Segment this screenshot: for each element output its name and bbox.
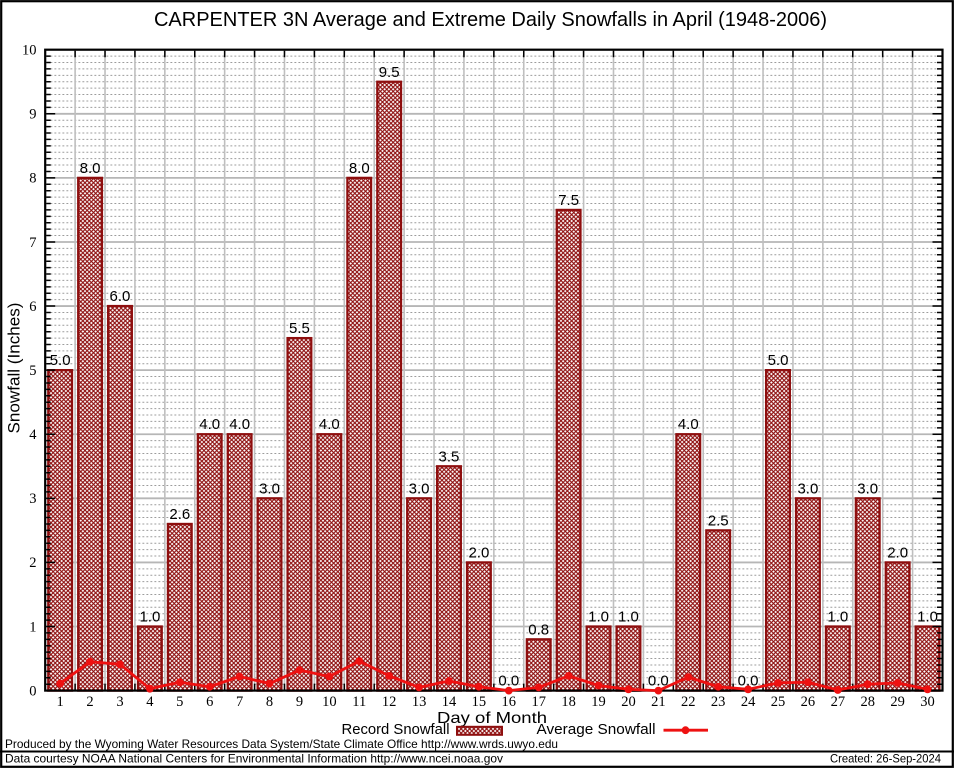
svg-text:2.0: 2.0 [468,544,489,561]
svg-text:9: 9 [296,694,303,710]
svg-text:0.0: 0.0 [498,673,519,690]
svg-text:15: 15 [472,694,487,710]
svg-text:25: 25 [771,694,786,710]
svg-text:3.0: 3.0 [259,480,280,497]
svg-text:2: 2 [29,555,36,571]
svg-text:4.0: 4.0 [199,416,220,433]
svg-text:0.8: 0.8 [528,621,549,638]
svg-text:6.0: 6.0 [110,288,131,305]
svg-text:1: 1 [29,619,36,635]
svg-text:8: 8 [266,694,273,710]
svg-text:1.0: 1.0 [618,609,639,626]
svg-text:4.0: 4.0 [678,416,699,433]
svg-text:1.0: 1.0 [588,609,609,626]
svg-text:5: 5 [176,694,183,710]
svg-text:Data courtesy NOAA National Ce: Data courtesy NOAA National Centers for … [5,752,503,766]
svg-text:4: 4 [146,694,154,710]
svg-text:19: 19 [591,694,606,710]
svg-text:6: 6 [29,299,36,315]
svg-text:9: 9 [29,107,36,123]
svg-text:3.0: 3.0 [857,480,878,497]
svg-text:0.0: 0.0 [738,673,759,690]
svg-text:14: 14 [442,694,457,710]
svg-text:23: 23 [711,694,726,710]
svg-text:Record Snowfall: Record Snowfall [342,722,450,738]
svg-text:Created: 26-Sep-2024: Created: 26-Sep-2024 [830,752,941,766]
svg-text:17: 17 [531,694,546,710]
svg-text:11: 11 [352,694,366,710]
svg-text:30: 30 [920,694,935,710]
svg-text:3.0: 3.0 [409,480,430,497]
svg-text:2.6: 2.6 [169,506,190,523]
svg-text:4: 4 [29,427,37,443]
svg-text:2.0: 2.0 [887,544,908,561]
svg-text:2.5: 2.5 [708,512,729,529]
svg-text:7: 7 [29,235,36,251]
svg-text:0: 0 [29,683,36,699]
svg-text:16: 16 [502,694,517,710]
svg-text:9.5: 9.5 [379,64,400,81]
svg-text:5: 5 [29,363,36,379]
svg-text:29: 29 [890,694,905,710]
svg-text:Produced by the Wyoming Water: Produced by the Wyoming Water Resources … [5,737,558,751]
svg-text:3: 3 [29,491,36,507]
svg-text:8: 8 [29,171,36,187]
svg-text:10: 10 [322,694,337,710]
svg-text:4.0: 4.0 [229,416,250,433]
svg-text:24: 24 [741,694,756,710]
svg-text:28: 28 [860,694,875,710]
svg-text:Snowfall (Inches): Snowfall (Inches) [5,303,24,434]
svg-text:10: 10 [22,43,37,59]
svg-text:2: 2 [86,694,93,710]
svg-text:5.0: 5.0 [50,352,71,369]
svg-text:1.0: 1.0 [827,609,848,626]
svg-text:5.5: 5.5 [289,320,310,337]
svg-text:4.0: 4.0 [319,416,340,433]
svg-text:6: 6 [206,694,213,710]
svg-text:20: 20 [621,694,636,710]
svg-text:1.0: 1.0 [917,609,938,626]
svg-text:22: 22 [681,694,696,710]
svg-text:1: 1 [57,694,64,710]
svg-text:7.5: 7.5 [558,192,579,209]
svg-text:12: 12 [382,694,397,710]
svg-text:13: 13 [412,694,427,710]
svg-text:1.0: 1.0 [139,609,160,626]
svg-text:CARPENTER 3N Average and Extre: CARPENTER 3N Average and Extreme Daily S… [154,9,827,31]
svg-text:0.0: 0.0 [648,673,669,690]
svg-text:27: 27 [831,694,846,710]
svg-text:7: 7 [236,694,243,710]
svg-text:Average Snowfall: Average Snowfall [537,722,656,738]
svg-text:8.0: 8.0 [80,160,101,177]
svg-text:26: 26 [801,694,816,710]
svg-text:18: 18 [561,694,576,710]
svg-text:3.0: 3.0 [797,480,818,497]
svg-text:3: 3 [116,694,123,710]
svg-text:8.0: 8.0 [349,160,370,177]
svg-text:Day of Month: Day of Month [437,710,547,727]
svg-text:3.5: 3.5 [439,448,460,465]
svg-text:21: 21 [651,694,666,710]
svg-text:5.0: 5.0 [768,352,789,369]
